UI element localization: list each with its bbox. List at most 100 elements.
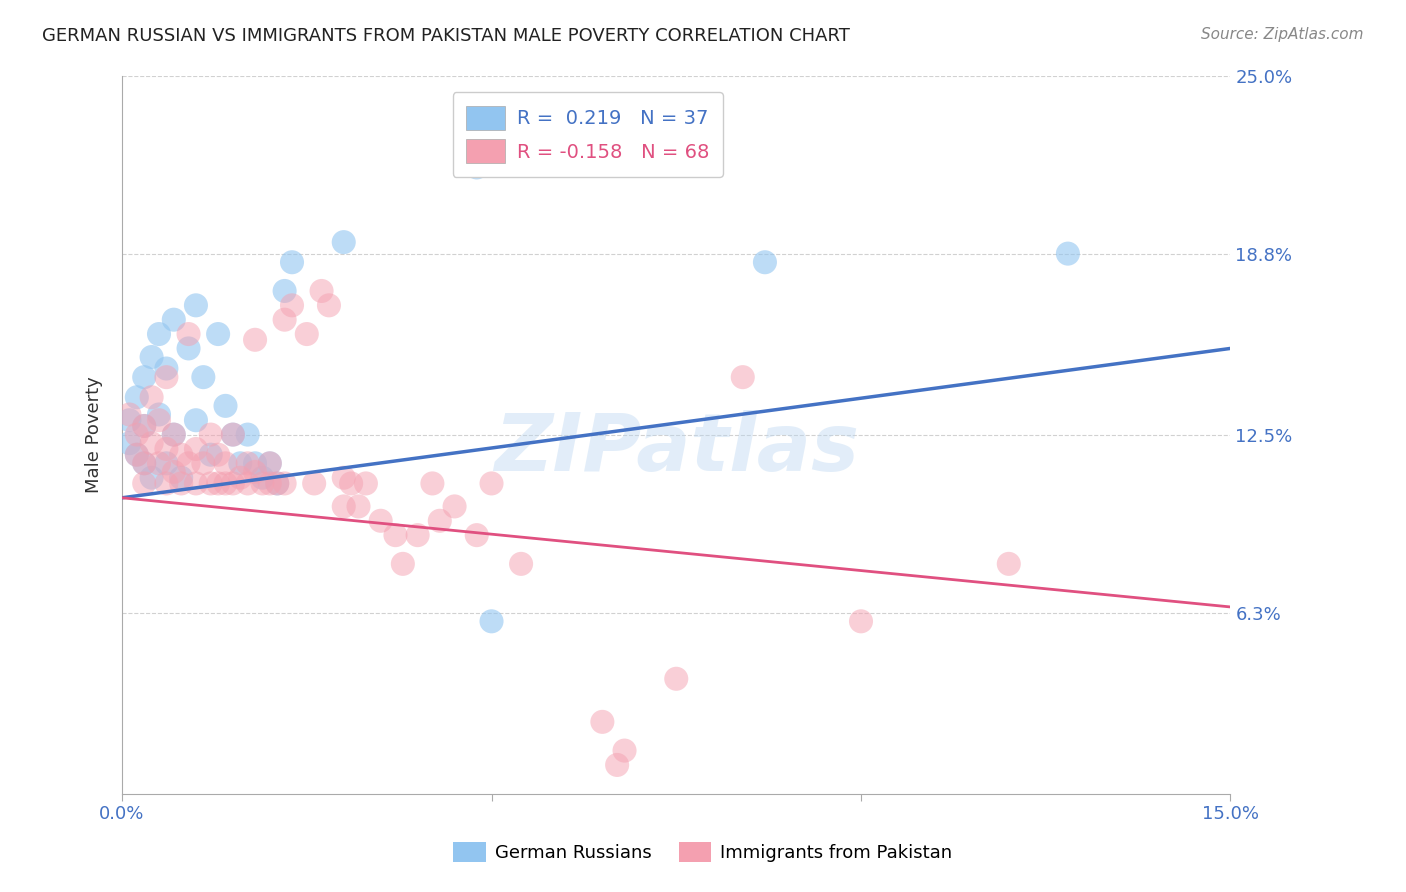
Point: [163, 427, 186, 442]
Text: Source: ZipAtlas.com: Source: ZipAtlas.com: [1201, 27, 1364, 42]
Point: [141, 436, 163, 450]
Point: [214, 456, 236, 470]
Point: [259, 476, 281, 491]
Point: [236, 476, 259, 491]
Point: [754, 255, 776, 269]
Point: [170, 448, 193, 462]
Point: [148, 413, 170, 427]
Point: [155, 442, 177, 456]
Point: [155, 361, 177, 376]
Point: [141, 390, 163, 404]
Point: [170, 476, 193, 491]
Point: [170, 471, 193, 485]
Point: [118, 408, 141, 422]
Point: [347, 500, 370, 514]
Point: [665, 672, 688, 686]
Point: [406, 528, 429, 542]
Point: [266, 476, 288, 491]
Point: [141, 350, 163, 364]
Point: [332, 471, 354, 485]
Point: [236, 456, 259, 470]
Y-axis label: Male Poverty: Male Poverty: [86, 376, 103, 493]
Point: [214, 399, 236, 413]
Point: [243, 333, 266, 347]
Point: [591, 714, 613, 729]
Point: [125, 448, 148, 462]
Point: [281, 255, 304, 269]
Point: [207, 448, 229, 462]
Point: [731, 370, 754, 384]
Point: [295, 327, 318, 342]
Point: [997, 557, 1019, 571]
Point: [148, 408, 170, 422]
Point: [200, 476, 222, 491]
Point: [318, 298, 340, 312]
Point: [118, 436, 141, 450]
Point: [273, 284, 295, 298]
Point: [229, 456, 252, 470]
Point: [155, 476, 177, 491]
Point: [214, 476, 236, 491]
Point: [134, 419, 156, 434]
Point: [200, 448, 222, 462]
Point: [222, 427, 245, 442]
Point: [184, 476, 207, 491]
Point: [384, 528, 406, 542]
Point: [481, 615, 503, 629]
Point: [354, 476, 377, 491]
Point: [177, 456, 200, 470]
Point: [184, 442, 207, 456]
Point: [281, 298, 304, 312]
Text: GERMAN RUSSIAN VS IMMIGRANTS FROM PAKISTAN MALE POVERTY CORRELATION CHART: GERMAN RUSSIAN VS IMMIGRANTS FROM PAKIST…: [42, 27, 851, 45]
Point: [222, 476, 245, 491]
Point: [302, 476, 325, 491]
Point: [429, 514, 451, 528]
Point: [236, 427, 259, 442]
Point: [155, 370, 177, 384]
Point: [332, 235, 354, 249]
Point: [177, 342, 200, 356]
Legend: R =  0.219   N = 37, R = -0.158   N = 68: R = 0.219 N = 37, R = -0.158 N = 68: [453, 93, 723, 177]
Legend: German Russians, Immigrants from Pakistan: German Russians, Immigrants from Pakista…: [446, 834, 960, 870]
Point: [273, 312, 295, 326]
Point: [134, 419, 156, 434]
Point: [207, 327, 229, 342]
Point: [606, 758, 628, 772]
Point: [311, 284, 333, 298]
Point: [177, 327, 200, 342]
Point: [141, 471, 163, 485]
Point: [422, 476, 444, 491]
Point: [252, 476, 274, 491]
Point: [134, 476, 156, 491]
Point: [243, 456, 266, 470]
Point: [134, 370, 156, 384]
Point: [134, 456, 156, 470]
Text: ZIPatlas: ZIPatlas: [494, 410, 859, 488]
Point: [266, 476, 288, 491]
Point: [613, 743, 636, 757]
Point: [465, 161, 488, 175]
Point: [125, 390, 148, 404]
Point: [207, 476, 229, 491]
Point: [481, 476, 503, 491]
Point: [193, 370, 215, 384]
Point: [259, 456, 281, 470]
Point: [148, 456, 170, 470]
Point: [465, 528, 488, 542]
Point: [259, 456, 281, 470]
Point: [184, 413, 207, 427]
Point: [340, 476, 363, 491]
Point: [849, 615, 872, 629]
Point: [163, 465, 186, 479]
Point: [163, 312, 186, 326]
Point: [163, 427, 186, 442]
Point: [273, 476, 295, 491]
Point: [148, 327, 170, 342]
Point: [200, 427, 222, 442]
Point: [510, 557, 533, 571]
Point: [1057, 246, 1080, 260]
Point: [118, 413, 141, 427]
Point: [134, 456, 156, 470]
Point: [243, 465, 266, 479]
Point: [193, 456, 215, 470]
